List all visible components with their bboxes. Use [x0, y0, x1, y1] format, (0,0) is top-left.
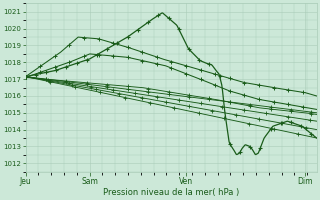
X-axis label: Pression niveau de la mer( hPa ): Pression niveau de la mer( hPa ) — [103, 188, 239, 197]
